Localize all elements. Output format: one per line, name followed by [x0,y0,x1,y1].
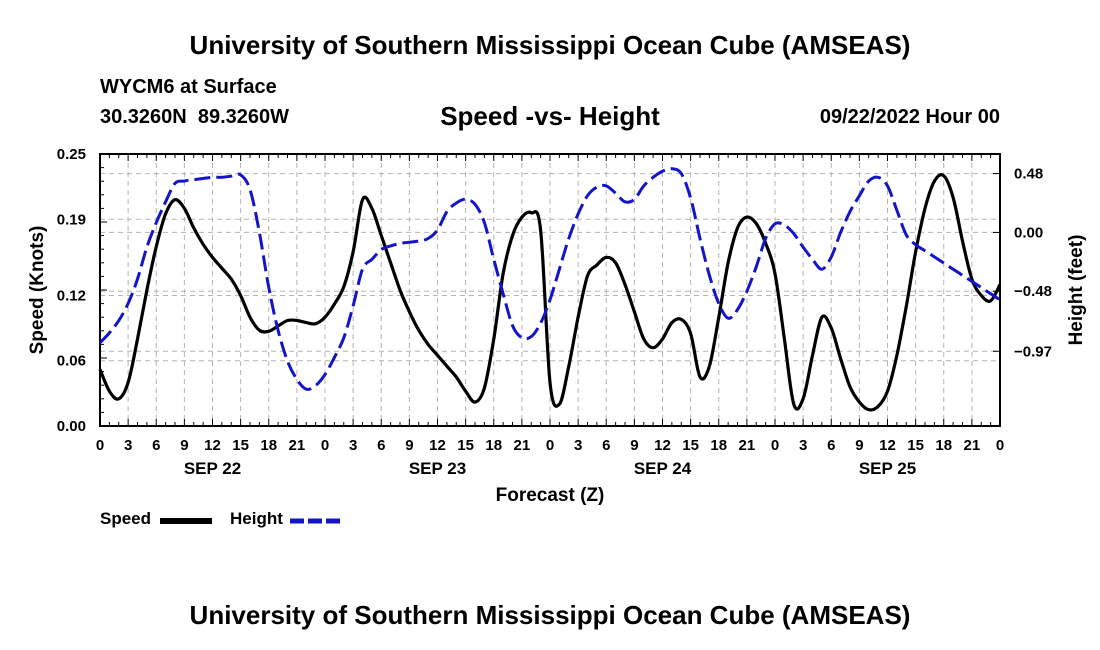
y2-axis-label: Height (feet) [1066,235,1087,346]
x-tick-label: 15 [232,437,249,454]
date-label: SEP 25 [859,459,916,478]
page-title: University of Southern Mississippi Ocean… [189,30,911,60]
coordinates-label: 30.3260N 89.3260W [100,106,290,128]
legend-speed-label: Speed [100,509,152,528]
x-tick-label: 6 [602,437,610,454]
y-tick-label: 0.00 [57,418,86,435]
date-label: SEP 24 [634,459,692,478]
x-axis-label: Forecast (Z) [496,485,605,506]
legend-height-label: Height [230,509,283,528]
x-tick-label: 12 [879,437,896,454]
date-label: SEP 22 [184,459,241,478]
speed-series-line [98,173,1002,412]
x-tick-label: 21 [514,437,531,454]
chart-title: Speed -vs- Height [440,101,660,131]
x-tick-label: 0 [771,437,779,454]
x-tick-label: 12 [429,437,446,454]
station-label: WYCM6 at Surface [100,76,277,98]
x-tick-label: 3 [574,437,582,454]
y-tick-label: 0.06 [57,353,86,370]
x-tick-label: 0 [996,437,1004,454]
footer-title: University of Southern Mississippi Ocean… [189,600,911,630]
x-tick-label: 3 [124,437,132,454]
datetime-label: 09/22/2022 Hour 00 [819,106,1000,128]
y-tick-label: 0.19 [57,211,86,228]
x-tick-label: 21 [289,437,306,454]
x-tick-label: 9 [630,437,638,454]
x-tick-label: 9 [855,437,863,454]
x-tick-label: 21 [739,437,756,454]
plot-frame [99,153,1001,427]
date-label: SEP 23 [409,459,466,478]
y2-tick-label: −0.97 [1014,343,1052,360]
x-tick-label: 15 [907,437,924,454]
x-tick-label: 0 [546,437,554,454]
y-tick-label: 0.12 [57,287,86,304]
height-series-line [98,167,1001,391]
x-tick-label: 6 [377,437,385,454]
x-tick-label: 15 [457,437,474,454]
y-tick-label: 0.25 [57,146,86,163]
x-tick-label: 18 [935,437,952,454]
x-tick-label: 12 [654,437,671,454]
x-tick-label: 0 [321,437,329,454]
x-tick-label: 18 [260,437,277,454]
y2-tick-label: −0.48 [1014,283,1052,300]
x-tick-label: 9 [180,437,188,454]
x-tick-label: 3 [349,437,357,454]
x-tick-label: 18 [485,437,502,454]
x-tick-label: 6 [152,437,160,454]
legend-height-swatch [290,518,344,524]
legend-speed-swatch [160,518,212,524]
x-tick-label: 21 [964,437,981,454]
x-tick-label: 15 [682,437,699,454]
y2-tick-label: 0.48 [1014,166,1043,183]
x-tick-label: 6 [827,437,835,454]
x-tick-label: 0 [96,437,104,454]
x-tick-label: 18 [710,437,727,454]
x-tick-label: 9 [405,437,413,454]
x-tick-label: 12 [204,437,221,454]
x-tick-label: 3 [799,437,807,454]
y2-tick-label: 0.00 [1014,224,1043,241]
y-axis-label: Speed (Knots) [27,226,48,355]
